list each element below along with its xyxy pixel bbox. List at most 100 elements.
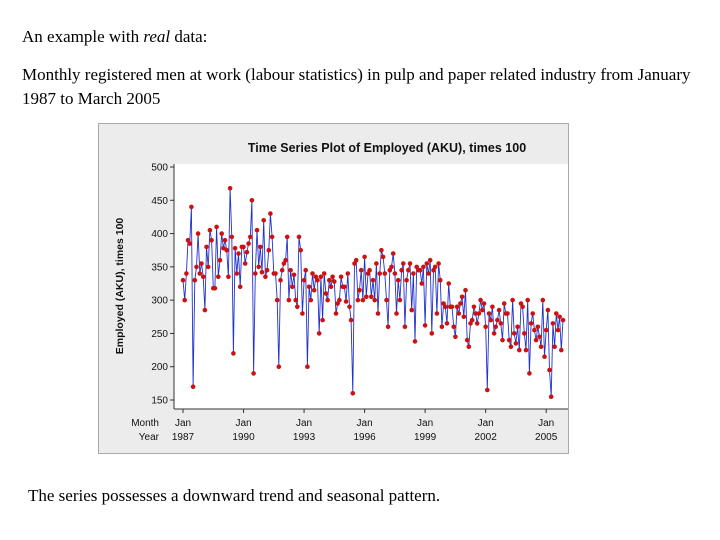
data-point — [234, 271, 240, 276]
data-point — [505, 311, 510, 316]
data-point — [542, 354, 547, 359]
data-point — [318, 274, 324, 280]
data-point — [276, 364, 282, 369]
data-point — [321, 271, 327, 276]
data-point — [458, 301, 463, 306]
data-point — [370, 277, 376, 283]
data-point — [212, 285, 218, 291]
data-point — [538, 344, 544, 349]
data-point — [311, 287, 317, 293]
data-point — [222, 237, 228, 243]
data-point — [249, 198, 255, 203]
data-point — [284, 234, 290, 240]
data-point — [397, 297, 403, 303]
data-point — [256, 264, 261, 270]
data-point — [254, 227, 260, 233]
data-point — [456, 311, 462, 316]
data-point — [394, 311, 399, 316]
data-point — [480, 307, 485, 313]
data-point — [443, 304, 448, 310]
data-point — [227, 186, 233, 191]
data-point — [237, 284, 243, 290]
data-point — [182, 297, 187, 303]
data-point — [412, 339, 418, 344]
data-point — [246, 241, 251, 246]
data-point — [395, 277, 401, 283]
data-point — [200, 274, 206, 280]
intro-emphasis: real — [143, 27, 171, 46]
data-point — [192, 277, 198, 283]
data-point — [185, 237, 191, 243]
data-point — [463, 287, 468, 293]
data-point — [453, 334, 458, 340]
data-point — [496, 307, 502, 313]
data-point — [459, 294, 465, 300]
data-point — [253, 271, 258, 276]
chart-panel: Time Series Plot of Employed (AKU), time… — [98, 123, 569, 454]
data-point — [214, 224, 219, 230]
data-point — [513, 341, 519, 346]
data-point — [300, 311, 305, 316]
data-point — [259, 269, 265, 275]
data-point — [439, 324, 445, 330]
data-point — [528, 321, 534, 326]
data-point — [469, 317, 475, 323]
data-point — [283, 257, 288, 263]
data-point — [537, 334, 542, 340]
data-point — [305, 364, 310, 369]
data-point — [404, 277, 409, 283]
data-point — [231, 351, 236, 356]
data-point — [316, 331, 322, 336]
x-tick-year-2005: 2005 — [535, 432, 558, 443]
data-point — [205, 264, 211, 270]
data-point — [343, 299, 349, 304]
data-point — [357, 287, 362, 293]
data-point — [464, 337, 470, 343]
data-point — [432, 264, 438, 270]
data-point — [545, 307, 551, 313]
data-point — [308, 297, 314, 303]
x-tick-month-1999: Jan — [417, 418, 433, 429]
data-point — [510, 297, 515, 303]
chart-title: Time Series Plot of Employed (AKU), time… — [248, 141, 526, 155]
data-point — [286, 297, 292, 303]
data-point — [216, 274, 221, 280]
data-point — [330, 274, 335, 280]
data-point — [476, 311, 482, 316]
data-point — [362, 254, 367, 260]
data-point — [290, 284, 295, 290]
data-point — [515, 324, 520, 330]
data-point — [481, 301, 487, 306]
data-point — [369, 294, 374, 300]
data-point — [306, 284, 312, 290]
data-point — [335, 301, 340, 306]
data-point — [559, 347, 564, 353]
data-point — [374, 261, 379, 266]
description-text: Monthly registered men at work (labour s… — [22, 65, 691, 108]
data-point — [320, 317, 325, 323]
data-point — [530, 311, 535, 316]
data-point — [221, 245, 226, 251]
data-point — [268, 211, 273, 216]
data-point — [501, 301, 507, 306]
data-point — [454, 304, 460, 310]
x-tick-year-1987: 1987 — [172, 432, 195, 443]
y-tick-label-400: 400 — [151, 229, 168, 240]
data-point — [488, 317, 494, 323]
x-tick-month-2005: Jan — [538, 418, 554, 429]
data-point — [548, 394, 554, 400]
data-point — [310, 271, 315, 276]
data-point — [506, 337, 512, 343]
data-point — [315, 277, 320, 283]
data-point — [229, 234, 235, 240]
data-point — [180, 277, 186, 283]
data-point — [523, 347, 529, 353]
data-point — [491, 331, 497, 336]
data-point — [204, 244, 209, 250]
data-point — [429, 331, 435, 336]
data-point — [406, 267, 411, 273]
data-point — [409, 307, 415, 313]
data-point — [495, 317, 500, 323]
data-point — [217, 257, 223, 263]
data-point — [323, 291, 329, 296]
